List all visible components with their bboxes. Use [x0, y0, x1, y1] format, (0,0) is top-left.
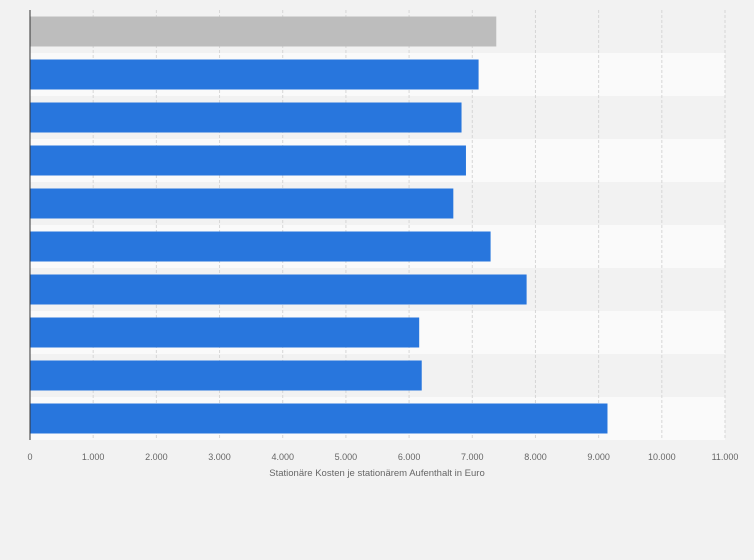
- x-tick-label: 5.000: [335, 452, 358, 462]
- bar[interactable]: [30, 145, 466, 176]
- x-tick-label: 9.000: [587, 452, 610, 462]
- x-tick-label: 1.000: [82, 452, 105, 462]
- x-tick-labels: 0 1.000 2.000 3.000 4.000 5.000 6.000 7.000 8.00…: [27, 452, 738, 462]
- x-axis-title: Stationäre Kosten je stationärem Aufenth…: [269, 468, 484, 479]
- bar[interactable]: [30, 403, 608, 434]
- bar[interactable]: [30, 16, 497, 47]
- x-tick-label: 3.000: [208, 452, 231, 462]
- x-tick-label: 4.000: [271, 452, 294, 462]
- x-tick-label: 8.000: [524, 452, 547, 462]
- x-tick-label: 2.000: [145, 452, 168, 462]
- bar[interactable]: [30, 231, 491, 262]
- bar[interactable]: [30, 102, 462, 133]
- bar[interactable]: [30, 59, 479, 90]
- bar[interactable]: [30, 360, 422, 391]
- bar[interactable]: [30, 274, 527, 305]
- bar[interactable]: [30, 317, 420, 348]
- x-tick-label: 6.000: [398, 452, 421, 462]
- x-tick-label: 7.000: [461, 452, 484, 462]
- x-tick-label: 10.000: [648, 452, 676, 462]
- x-tick-label: 0: [27, 452, 32, 462]
- x-tick-label: 11.000: [712, 452, 739, 462]
- bars: [30, 16, 608, 434]
- bar[interactable]: [30, 188, 454, 219]
